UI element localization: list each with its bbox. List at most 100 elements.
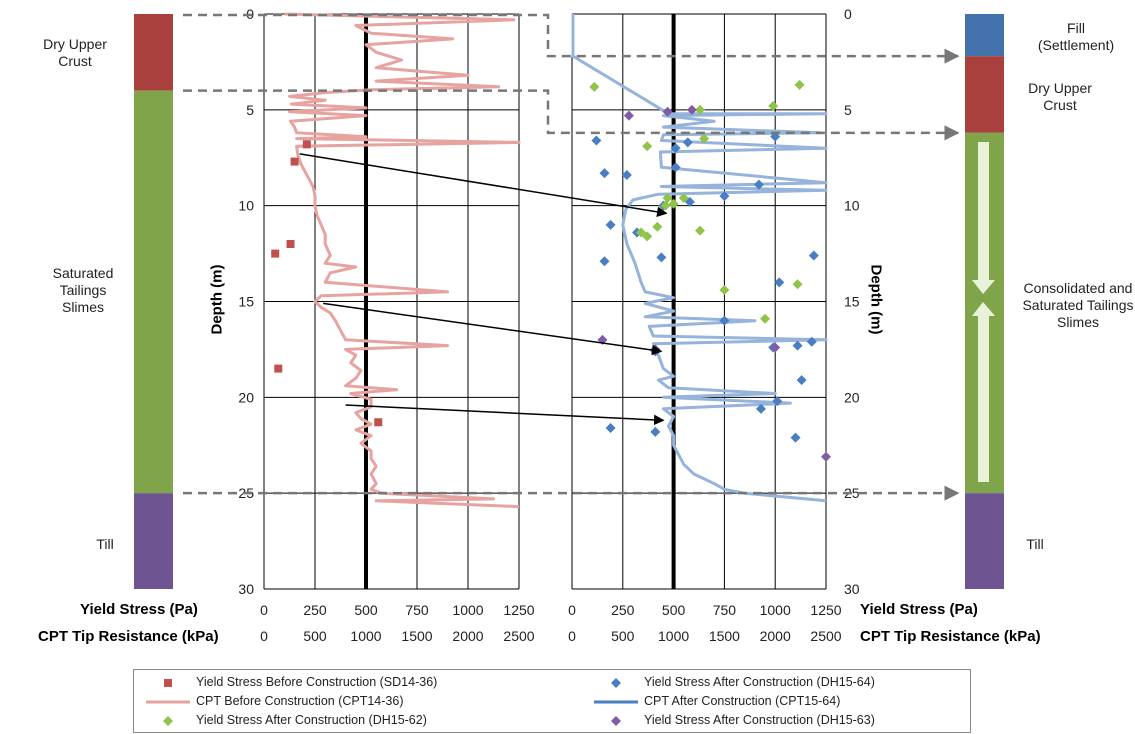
yield-after-dh15-62-point — [768, 101, 779, 111]
after-xtick-yield-label: 250 — [611, 602, 635, 618]
after-xtick-cpt-label: 2000 — [760, 628, 791, 644]
before-ytick-label: 10 — [238, 198, 254, 214]
legend-symbol-diamond-blue — [611, 678, 621, 688]
before-xtick-yield-label: 0 — [260, 602, 268, 618]
legend: Yield Stress Before Construction (SD14-3… — [133, 669, 971, 733]
right-zone-label-till: Till — [1026, 536, 1044, 552]
yield-after-dh15-64-point — [719, 191, 730, 202]
before-xtick-yield-label: 250 — [303, 602, 327, 618]
settlement-arrow-0 — [299, 153, 668, 218]
left-zone-bar-0 — [134, 14, 173, 91]
settlement-arrows — [299, 153, 668, 426]
yield-after-dh15-64-point — [808, 250, 819, 261]
left-zone-bar-2 — [134, 493, 173, 589]
after-ytick-label: 15 — [844, 294, 860, 310]
yield-after-dh15-63-point — [686, 104, 697, 115]
before-xtick-yield-label: 1250 — [503, 602, 534, 618]
yield-after-dh15-62-point — [792, 279, 803, 290]
yield-after-dh15-64-point — [670, 162, 681, 173]
right-zone-label-fill: Fill (Settlement) — [1037, 20, 1115, 53]
yield-after-dh15-62-point — [695, 104, 706, 115]
legend-symbol-square-marker — [164, 679, 172, 687]
after-ytick-label: 10 — [844, 198, 860, 214]
yield-before-point — [290, 157, 299, 166]
yield-after-dh15-62-point — [678, 193, 689, 203]
after-xtick-yield-label: 750 — [713, 602, 737, 618]
legend-symbol-diamond-purple — [611, 716, 621, 726]
dashed-link-1 — [183, 89, 960, 141]
yield-after-dh15-64-point — [670, 143, 681, 154]
before-xtick-cpt-label: 0 — [260, 628, 268, 644]
before-xtick-cpt-label: 500 — [303, 628, 327, 644]
legend-label: Yield Stress After Construction (DH15-63… — [644, 713, 875, 727]
before-xtick-cpt-label: 2500 — [503, 628, 534, 644]
left-zone-label-slimes: Saturated Tailings Slimes — [52, 265, 114, 315]
yield-after-dh15-62-point — [642, 141, 653, 152]
before-xtick-cpt-label: 1500 — [401, 628, 432, 644]
x-title-cpt-left: CPT Tip Resistance (kPa) — [38, 628, 219, 645]
consolidation-arrow-up-head — [972, 302, 995, 316]
before-ytick-label: 5 — [246, 102, 254, 118]
after-ytick-label: 30 — [844, 581, 860, 597]
x-title-cpt-right: CPT Tip Resistance (kPa) — [860, 628, 1041, 645]
left-zone-bar-1 — [134, 90, 173, 494]
yield-after-dh15-64-point — [650, 426, 661, 437]
after-xtick-cpt-label: 2500 — [810, 628, 841, 644]
right-zone-label-slimes: Consolidated and Saturated Tailings Slim… — [1022, 280, 1134, 330]
legend-symbol-line-pink — [146, 700, 190, 704]
after-ytick-label: 5 — [844, 102, 852, 118]
yield-after-dh15-62-point — [662, 193, 673, 203]
yield-after-dh15-64-point — [753, 179, 764, 190]
before-xtick-cpt-label: 1000 — [350, 628, 381, 644]
after-xtick-cpt-label: 0 — [568, 628, 576, 644]
before-ytick-label: 15 — [238, 294, 254, 310]
yield-after-dh15-62-point — [695, 225, 706, 236]
x-title-yield-left: Yield Stress (Pa) — [80, 601, 198, 618]
settlement-arrow-2 — [345, 404, 665, 426]
yield-after-dh15-64-point — [755, 403, 766, 414]
yield-after-dh15-64-point — [621, 170, 632, 180]
cpt-before-line — [284, 12, 521, 509]
right-zone-bar-3 — [965, 493, 1004, 589]
yield-after-dh15-64-point — [719, 315, 730, 326]
yield-after-dh15-63-point — [770, 342, 781, 353]
yield-after-dh15-64-point — [772, 396, 783, 407]
yield-after-dh15-64-point — [605, 219, 616, 230]
legend-label: CPT After Construction (CPT15-64) — [644, 694, 841, 708]
yield-after-dh15-62-point — [719, 285, 730, 295]
yield-after-dh15-64-point — [599, 256, 610, 267]
right-zone-bar-1 — [965, 56, 1004, 133]
yield-after-dh15-62-point — [794, 79, 805, 90]
yield-after-dh15-62-point — [668, 198, 679, 209]
yield-after-dh15-64-point — [796, 375, 807, 386]
yield-after-dh15-62-point — [589, 81, 600, 92]
after-ytick-label: 0 — [844, 6, 852, 22]
yield-after-dh15-62-point — [642, 231, 653, 242]
right-zone-label-crust: Dry Upper Crust — [1028, 80, 1092, 113]
yield-after-dh15-62-point — [652, 221, 663, 232]
yield-after-dh15-64-point — [605, 423, 616, 433]
yield-after-dh15-64-point — [774, 277, 785, 288]
yield-after-dh15-62-point — [760, 313, 771, 324]
before-xtick-cpt-label: 2000 — [452, 628, 483, 644]
after-xtick-cpt-label: 500 — [611, 628, 635, 644]
yield-after-dh15-64-point — [806, 336, 817, 347]
after-xtick-cpt-label: 1500 — [709, 628, 740, 644]
yield-after-dh15-63-point — [623, 110, 634, 121]
cpt-after-line — [571, 14, 828, 503]
legend-symbol-line-blue — [594, 700, 638, 704]
yield-before-point — [286, 240, 295, 248]
right-zone-bar-0 — [965, 14, 1004, 57]
depth-axis-title-left: Depth (m) — [208, 264, 226, 335]
yield-before-point — [374, 418, 383, 427]
yield-after-dh15-64-point — [656, 252, 667, 263]
legend-label: Yield Stress After Construction (DH15-64… — [644, 675, 875, 689]
consolidation-arrow-down-head — [972, 280, 995, 294]
yield-after-dh15-64-point — [682, 137, 693, 148]
left-zone-label-crust: Dry Upper Crust — [43, 36, 107, 69]
yield-after-dh15-64-point — [770, 131, 781, 142]
dashed-link-0 — [183, 13, 960, 64]
